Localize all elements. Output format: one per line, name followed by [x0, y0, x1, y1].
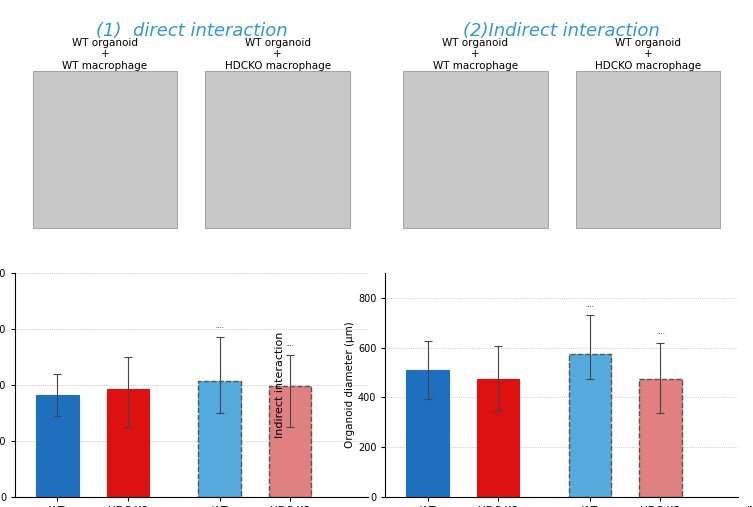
Text: ....: .... [285, 341, 294, 347]
Text: Indirect interaction: Indirect interaction [275, 332, 285, 438]
Text: WT organoid
+
WT macrophage: WT organoid + WT macrophage [62, 38, 148, 71]
Bar [639, 379, 681, 497]
Bar [199, 381, 241, 497]
Text: ....: .... [585, 302, 594, 308]
Bar [477, 379, 520, 497]
Text: (2)Indirect interaction: (2)Indirect interaction [463, 22, 660, 40]
Bar [36, 394, 78, 497]
Bar [576, 71, 721, 228]
Bar [569, 354, 611, 497]
Text: ....: .... [215, 323, 224, 329]
Bar [32, 71, 177, 228]
Y-axis label: Organoid diameter (μm): Organoid diameter (μm) [345, 321, 355, 448]
Bar [403, 71, 547, 228]
Text: (1)  direct interaction: (1) direct interaction [96, 22, 287, 40]
Bar [206, 71, 350, 228]
Text: WT organoid
+
WT macrophage: WT organoid + WT macrophage [433, 38, 518, 71]
Bar [407, 370, 449, 497]
Text: ....: .... [656, 329, 665, 335]
Bar [107, 389, 149, 497]
Text: (Macrophage): (Macrophage) [745, 505, 753, 507]
Text: WT organoid
+
HDCKO macrophage: WT organoid + HDCKO macrophage [224, 38, 331, 71]
Bar [269, 386, 311, 497]
Text: WT organoid
+
HDCKO macrophage: WT organoid + HDCKO macrophage [595, 38, 701, 71]
